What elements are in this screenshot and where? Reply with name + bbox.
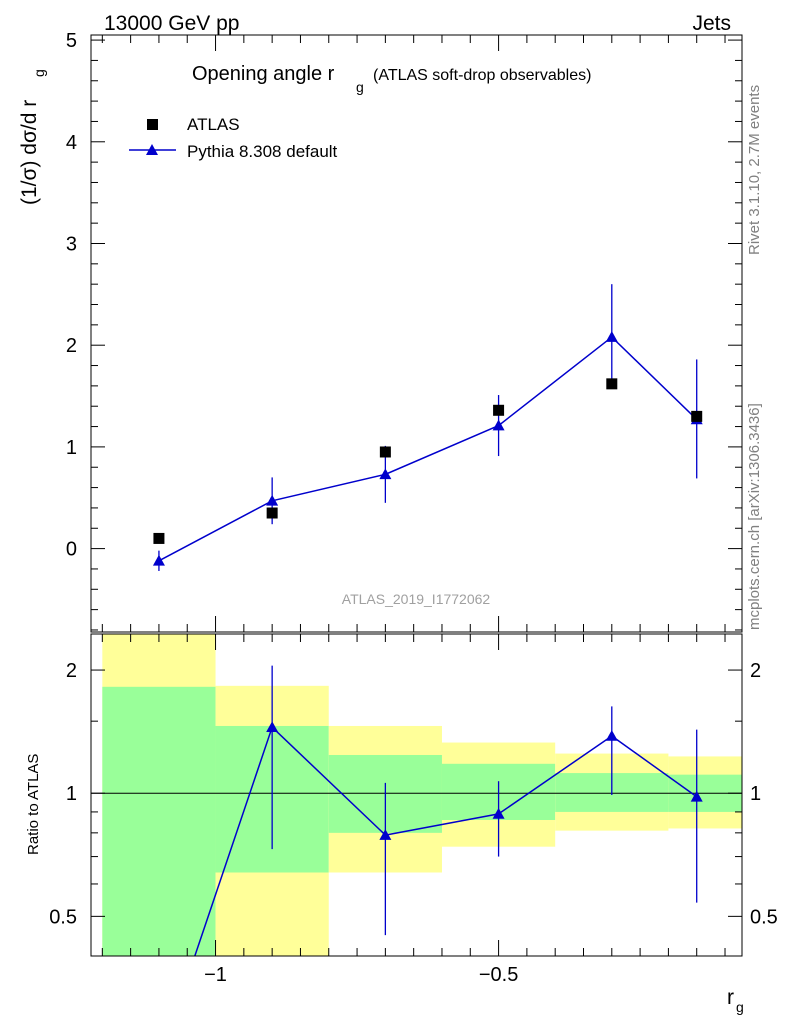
pythia-point xyxy=(492,419,505,431)
ratio-line-segment xyxy=(194,726,273,956)
pythia-point xyxy=(266,494,279,506)
main-y-tick-label: 0 xyxy=(66,539,77,561)
ratio-data-layer xyxy=(194,665,703,956)
pythia-line xyxy=(158,336,698,562)
ratio-point xyxy=(492,807,505,819)
ratio-y-ticks: 0.5 0.5 1 1 2 2 xyxy=(49,660,778,928)
main-y-tick-label: 2 xyxy=(66,335,77,357)
ratio-y-tick-label: 1 xyxy=(66,783,77,805)
pythia-point xyxy=(152,554,165,566)
ratio-line-segment xyxy=(611,735,698,798)
analysis-label: ATLAS_2019_I1772062 xyxy=(342,591,491,607)
ratio-point xyxy=(379,829,392,840)
x-tick-label: −1 xyxy=(204,964,227,986)
x-tick-label: −0.5 xyxy=(479,964,518,986)
legend: ATLAS Pythia 8.308 default xyxy=(129,115,338,161)
ratio-line-segment xyxy=(385,813,499,836)
ratio-y-tick-label: 0.5 xyxy=(49,906,77,928)
ratio-point xyxy=(605,729,618,741)
ratio-band-green xyxy=(102,686,216,956)
atlas-point xyxy=(379,446,391,458)
x-ticks: −1 −0.5 xyxy=(101,35,726,986)
atlas-point xyxy=(606,378,618,390)
ratio-line-segment xyxy=(498,735,613,815)
main-y-axis-label-sub: g xyxy=(31,69,47,77)
pythia-point xyxy=(379,468,392,480)
main-y-tick-label: 3 xyxy=(66,233,77,255)
legend-atlas-marker xyxy=(147,119,158,130)
main-frame xyxy=(90,34,743,633)
legend-atlas-label: ATLAS xyxy=(187,115,240,134)
main-data-layer xyxy=(152,284,703,571)
ratio-point xyxy=(266,721,279,732)
ratio-y-tick-label: 2 xyxy=(66,660,77,682)
atlas-point xyxy=(153,532,165,544)
main-y-tick-label: 1 xyxy=(66,437,77,459)
main-title: Opening angle r xyxy=(192,63,335,85)
ratio-y-tick-label-right: 2 xyxy=(750,660,761,682)
main-title-sub: g xyxy=(356,79,364,95)
x-axis-label: r xyxy=(727,986,734,1009)
ratio-panel: 0.5 0.5 1 1 2 2 Ratio to ATLAS r g −1 −0.5 xyxy=(25,35,778,1015)
legend-pythia-label: Pythia 8.308 default xyxy=(187,142,338,161)
main-y-ticks: 0 1 2 3 4 5 xyxy=(66,30,742,631)
rivet-label: Rivet 3.1.10, 2.7M events xyxy=(746,84,763,255)
ratio-frame xyxy=(90,633,743,957)
mcplots-label: mcplots.cern.ch [arXiv:1306.3436] xyxy=(746,403,763,630)
ratio-y-axis-label: Ratio to ATLAS xyxy=(25,754,42,855)
legend-pythia-marker xyxy=(146,144,158,155)
main-y-tick-label: 5 xyxy=(66,30,77,52)
energy-label: 13000 GeV pp xyxy=(104,12,239,35)
main-y-axis-label: (1/σ) dσ/d r xyxy=(18,100,41,205)
category-label: Jets xyxy=(692,12,731,35)
main-title-tail: (ATLAS soft-drop observables) xyxy=(373,67,591,84)
ratio-y-tick-label-right: 0.5 xyxy=(750,906,778,928)
ratio-line-segment xyxy=(271,726,386,836)
ratio-point xyxy=(690,790,703,802)
atlas-point xyxy=(493,404,505,416)
main-panel: Opening angle r g (ATLAS soft-drop obser… xyxy=(18,30,743,633)
x-axis-label-sub: g xyxy=(736,999,744,1015)
atlas-point xyxy=(266,507,278,519)
atlas-point xyxy=(691,410,703,422)
ratio-y-tick-label-right: 1 xyxy=(750,783,761,805)
ratio-bands xyxy=(102,634,742,956)
pythia-point xyxy=(605,331,618,342)
main-y-tick-label: 4 xyxy=(66,132,77,154)
